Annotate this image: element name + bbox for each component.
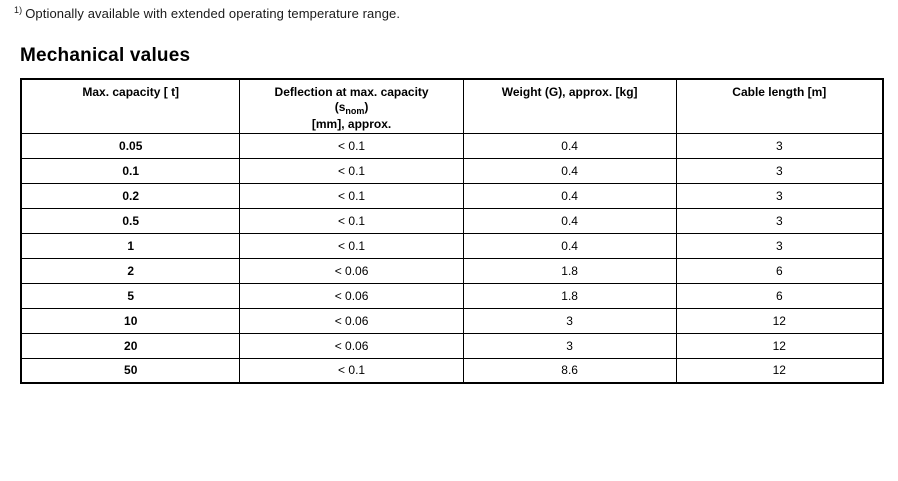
cell-deflection: < 0.1: [239, 132, 464, 159]
cell-cable-length: 12: [675, 357, 884, 384]
cell-weight: 1.8: [462, 257, 677, 284]
footnote: 1) Optionally available with extended ope…: [14, 4, 401, 21]
table-body: 0.05 < 0.1 0.4 3 0.1 < 0.1 0.4 3 0.2 < 0…: [20, 132, 884, 384]
cell-deflection: < 0.1: [239, 182, 464, 209]
cell-deflection: < 0.1: [239, 357, 464, 384]
cell-weight: 0.4: [462, 157, 677, 184]
cell-weight: 1.8: [462, 282, 677, 309]
table-row: 0.5 < 0.1 0.4 3: [20, 207, 884, 234]
cell-cable-length: 3: [675, 132, 884, 159]
cell-weight: 0.4: [462, 132, 677, 159]
cell-deflection: < 0.06: [239, 257, 464, 284]
header-deflection-line1: Deflection at max. capacity: [274, 85, 429, 99]
cell-cable-length: 12: [675, 332, 884, 359]
cell-deflection: < 0.06: [239, 307, 464, 334]
table-row: 2 < 0.06 1.8 6: [20, 257, 884, 284]
cell-deflection: < 0.1: [239, 232, 464, 259]
header-max-capacity: Max. capacity [ t]: [20, 78, 241, 134]
mechanical-values-table: Max. capacity [ t] Deflection at max. ca…: [20, 78, 884, 384]
cell-cable-length: 3: [675, 207, 884, 234]
cell-weight: 0.4: [462, 207, 677, 234]
cell-capacity: 10: [20, 307, 241, 334]
cell-weight: 3: [462, 307, 677, 334]
cell-capacity: 0.1: [20, 157, 241, 184]
cell-weight: 8.6: [462, 357, 677, 384]
cell-weight: 0.4: [462, 182, 677, 209]
header-weight: Weight (G), approx. [kg]: [462, 78, 677, 134]
table-header-row: Max. capacity [ t] Deflection at max. ca…: [20, 78, 884, 134]
cell-cable-length: 6: [675, 282, 884, 309]
cell-cable-length: 3: [675, 182, 884, 209]
table-row: 0.05 < 0.1 0.4 3: [20, 132, 884, 159]
cell-capacity: 2: [20, 257, 241, 284]
footnote-text: Optionally available with extended opera…: [25, 6, 401, 21]
table-row: 0.1 < 0.1 0.4 3: [20, 157, 884, 184]
cell-deflection: < 0.1: [239, 207, 464, 234]
section-title: Mechanical values: [20, 45, 191, 66]
cell-deflection: < 0.06: [239, 282, 464, 309]
header-cable-length: Cable length [m]: [675, 78, 884, 134]
subscript-nom: nom: [345, 106, 365, 116]
cell-capacity: 1: [20, 232, 241, 259]
cell-weight: 3: [462, 332, 677, 359]
cell-deflection: < 0.1: [239, 157, 464, 184]
cell-capacity: 0.5: [20, 207, 241, 234]
cell-capacity: 0.05: [20, 132, 241, 159]
cell-cable-length: 6: [675, 257, 884, 284]
cell-capacity: 5: [20, 282, 241, 309]
table-row: 10 < 0.06 3 12: [20, 307, 884, 334]
cell-capacity: 50: [20, 357, 241, 384]
cell-cable-length: 12: [675, 307, 884, 334]
table-row: 0.2 < 0.1 0.4 3: [20, 182, 884, 209]
cell-cable-length: 3: [675, 157, 884, 184]
header-deflection-line3: [mm], approx.: [311, 117, 392, 132]
footnote-marker: 1): [14, 4, 23, 15]
cell-capacity: 0.2: [20, 182, 241, 209]
header-deflection: Deflection at max. capacity (snom) [mm],…: [239, 78, 464, 134]
cell-deflection: < 0.06: [239, 332, 464, 359]
table-row: 50 < 0.1 8.6 12: [20, 357, 884, 384]
cell-cable-length: 3: [675, 232, 884, 259]
cell-capacity: 20: [20, 332, 241, 359]
table-row: 20 < 0.06 3 12: [20, 332, 884, 359]
table-row: 1 < 0.1 0.4 3: [20, 232, 884, 259]
cell-weight: 0.4: [462, 232, 677, 259]
table-row: 5 < 0.06 1.8 6: [20, 282, 884, 309]
header-deflection-line2: (snom): [334, 100, 369, 116]
